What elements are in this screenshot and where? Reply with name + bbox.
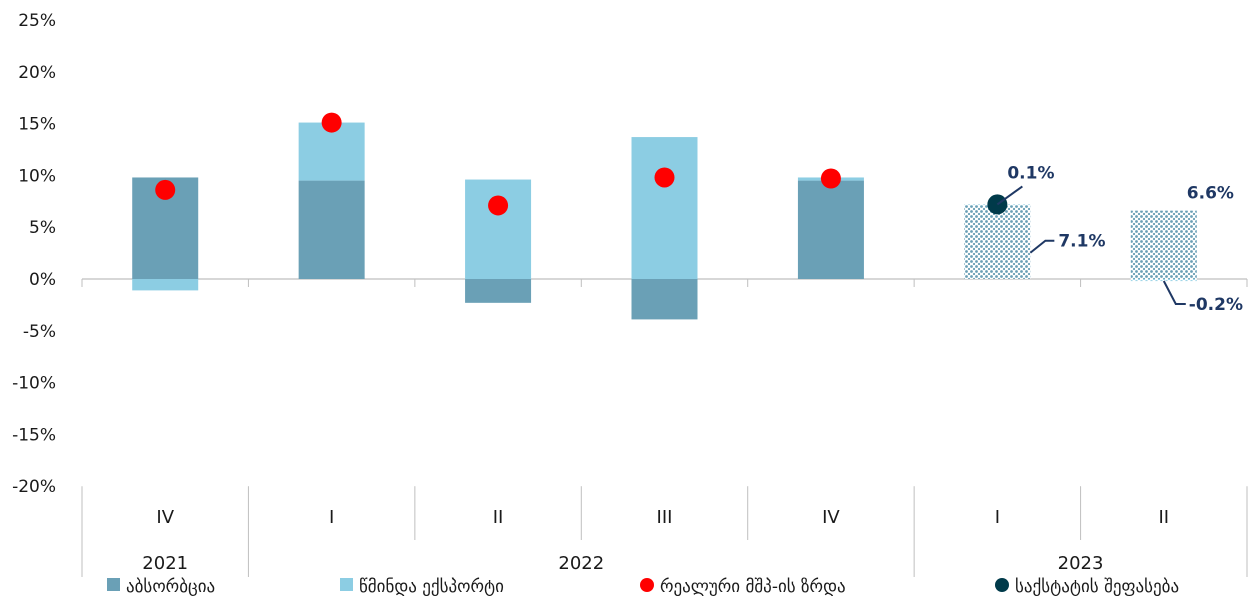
bar-absorption xyxy=(298,180,365,279)
point-real_gdp xyxy=(654,167,675,188)
category-label: II xyxy=(493,507,504,528)
y-tick-label: 20% xyxy=(18,63,56,83)
y-tick-label: -5% xyxy=(23,322,56,342)
point-real_gdp xyxy=(820,168,841,189)
annotation-label: 0.1% xyxy=(1007,163,1054,183)
bar-net_export xyxy=(132,279,199,291)
point-real_gdp xyxy=(488,195,509,216)
axis-layer: 25%20%15%10%5%0%-5%-10%-15%-20%IV I II III I… xyxy=(12,11,1248,577)
point-real_gdp xyxy=(321,112,342,133)
category-label: III xyxy=(657,507,673,528)
bar-absorption xyxy=(797,180,864,279)
y-tick-label: 15% xyxy=(18,115,56,135)
leader-line xyxy=(1162,280,1186,305)
annotation-label: 6.6% xyxy=(1187,184,1234,204)
y-tick-label: -15% xyxy=(12,425,56,445)
legend-marker-geostat xyxy=(995,578,1009,592)
legend-swatch-absorption xyxy=(107,578,120,591)
year-label: 2022 xyxy=(558,553,604,574)
annotation-label: -0.2% xyxy=(1189,295,1243,315)
category-label: I xyxy=(995,507,1000,528)
y-tick-label: 25% xyxy=(18,11,56,31)
y-tick-label: 10% xyxy=(18,166,56,186)
y-tick-label: -10% xyxy=(12,374,56,394)
bar-absorption xyxy=(631,279,698,320)
y-tick-label: -20% xyxy=(12,477,56,497)
bar-absorption xyxy=(465,279,532,303)
bar-net_export xyxy=(1130,279,1197,282)
leader-line xyxy=(1029,239,1055,254)
bar-net_export xyxy=(465,179,532,279)
bars-layer xyxy=(132,122,1197,320)
category-label: IV xyxy=(822,507,840,528)
y-tick-label: 5% xyxy=(29,218,56,238)
legend-swatch-net-export xyxy=(340,578,353,591)
legend-label-net-export: წმინდა ექსპორტი xyxy=(359,577,504,597)
legend: აბსორბცია წმინდა ექსპორტი რეალური მშპ-ის… xyxy=(107,577,1179,597)
points-layer xyxy=(155,112,1008,216)
category-label: IV xyxy=(156,507,174,528)
bar-net_export xyxy=(631,137,698,279)
category-label: II xyxy=(1158,507,1169,528)
annotations-layer: 0.1% 7.1% 6.6% -0.2% xyxy=(996,163,1243,315)
year-label: 2021 xyxy=(142,553,188,574)
bar-absorption xyxy=(964,205,1031,279)
bar-absorption xyxy=(1130,210,1197,279)
leader-line xyxy=(996,185,1023,206)
year-label: 2023 xyxy=(1058,553,1104,574)
legend-label-geostat: საქსტატის შეფასება xyxy=(1015,577,1179,597)
legend-marker-real-gdp xyxy=(640,578,654,592)
annotation-label: 7.1% xyxy=(1058,232,1105,252)
legend-label-real-gdp: რეალური მშპ-ის ზრდა xyxy=(660,577,846,597)
legend-label-absorption: აბსორბცია xyxy=(126,577,215,597)
y-tick-label: 0% xyxy=(29,270,56,290)
point-real_gdp xyxy=(155,179,176,200)
category-label: I xyxy=(329,507,334,528)
